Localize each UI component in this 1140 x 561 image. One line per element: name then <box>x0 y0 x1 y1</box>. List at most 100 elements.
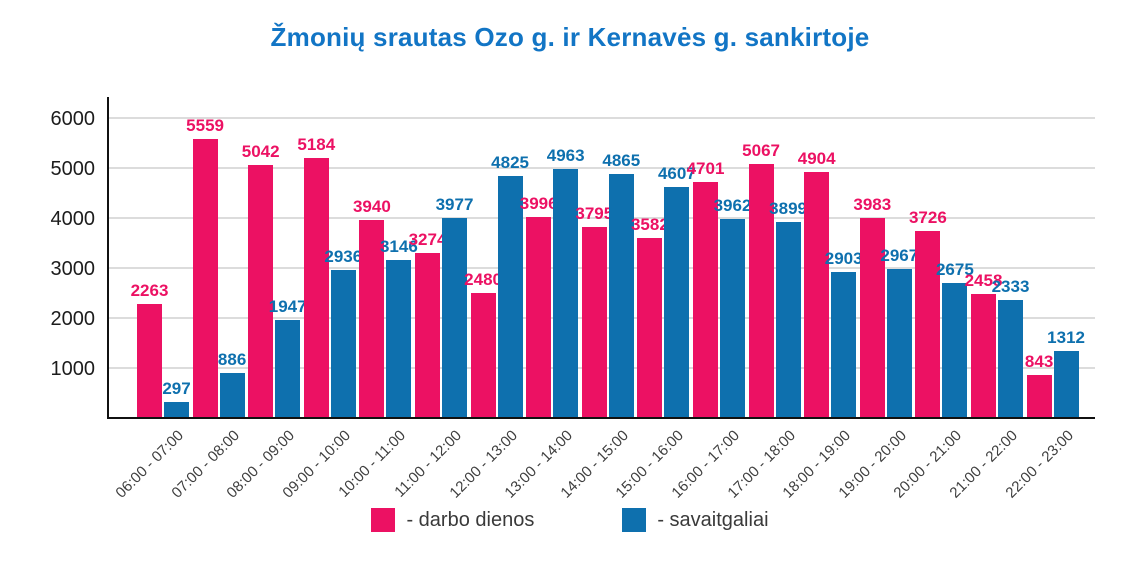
bar-group: 3274 3977 <box>409 195 473 417</box>
bar-value-label: 2458 <box>964 271 1003 290</box>
y-tick-label: 5000 <box>50 158 96 180</box>
bar-value-label: 5184 <box>297 135 336 154</box>
bar-value-label: 843 <box>1024 352 1054 371</box>
bar-darbo-dienos: 843 <box>1025 352 1053 417</box>
x-tick-label: 12:00 - 13:00 <box>446 427 521 502</box>
bar-value-label: 3146 <box>379 237 418 256</box>
bar-darbo-dienos: 2263 <box>131 281 168 417</box>
bar-darbo-dienos: 3996 <box>520 194 558 417</box>
bar-darbo-dienos: 3274 <box>409 230 446 417</box>
bar-savaitgaliai: 4865 <box>602 151 640 417</box>
gridline <box>109 117 1095 119</box>
bar-savaitgaliai: 4825 <box>491 153 529 417</box>
bar-value-label: 2480 <box>464 270 503 289</box>
bar-group: 2263 297 <box>131 281 191 417</box>
bar-darbo-dienos: 4904 <box>798 149 836 417</box>
bar-value-label: 3582 <box>630 215 669 234</box>
bar-value-label: 3977 <box>435 195 474 214</box>
legend-swatch-savaitgaliai <box>622 508 647 532</box>
bar-savaitgaliai: 2903 <box>825 249 863 417</box>
bar-value-label: 4825 <box>491 153 530 172</box>
bar-group: 3726 2675 <box>909 208 974 417</box>
bar-darbo-dienos: 2480 <box>464 270 502 417</box>
bar-savaitgaliai: 1312 <box>1047 328 1085 417</box>
bar-group: 5559 886 <box>186 116 247 417</box>
bar-darbo-dienos: 4701 <box>687 159 724 417</box>
y-tick-label: 6000 <box>50 108 96 130</box>
bar-darbo-dienos: 5184 <box>297 135 335 417</box>
bar-savaitgaliai: 297 <box>162 379 191 417</box>
bar-savaitgaliai: 4607 <box>658 164 696 417</box>
x-tick-label: 17:00 - 18:00 <box>724 427 799 502</box>
bar-darbo-dienos: 5042 <box>242 142 280 417</box>
bar-value-label: 4607 <box>657 164 696 183</box>
bar-value-label: 3274 <box>408 230 447 249</box>
x-tick-label: 22:00 - 23:00 <box>1002 427 1077 502</box>
bar-group: 2480 4825 <box>464 153 529 417</box>
bar-value-label: 2333 <box>991 277 1030 296</box>
bars-layer: 2263 297 5559 886 5042 1947 5184 2936 3940 3146 32… <box>109 97 1095 417</box>
plot-area: 2263 297 5559 886 5042 1947 5184 2936 3940 3146 32… <box>107 97 1095 419</box>
bar-group: 3983 2967 <box>853 195 918 417</box>
legend: - darbo dienos - savaitgaliai <box>0 508 1140 532</box>
y-tick-label: 4000 <box>50 208 96 230</box>
bar-darbo-dienos: 3726 <box>909 208 947 417</box>
x-tick-label: 16:00 - 17:00 <box>668 427 744 502</box>
bar-value-label: 1947 <box>268 297 307 316</box>
bar-group: 4701 3962 <box>687 159 751 417</box>
x-tick-label: 13:00 - 14:00 <box>501 427 577 502</box>
x-tick-label: 08:00 - 09:00 <box>223 427 299 502</box>
x-tick-label: 15:00 - 16:00 <box>612 427 688 502</box>
bar-value-label: 5559 <box>186 116 225 135</box>
x-tick-label: 20:00 - 21:00 <box>890 427 966 502</box>
legend-label-darbo-dienos: - darbo dienos <box>406 508 535 531</box>
x-tick-label: 07:00 - 08:00 <box>168 427 243 502</box>
bar-savaitgaliai: 2675 <box>936 260 974 417</box>
bar-value-label: 5042 <box>241 142 280 161</box>
bar-savaitgaliai: 3899 <box>769 199 807 417</box>
bar-value-label: 3996 <box>519 194 558 213</box>
bar-savaitgaliai: 2936 <box>324 247 362 417</box>
x-tick-label: 18:00 - 19:00 <box>779 427 855 502</box>
bar-value-label: 3940 <box>352 197 391 216</box>
y-tick-label: 2000 <box>50 308 96 330</box>
bar-darbo-dienos: 5559 <box>186 116 224 417</box>
bar-group: 5067 3899 <box>742 141 807 417</box>
bar-value-label: 3962 <box>713 196 752 215</box>
x-tick-label: 14:00 - 15:00 <box>557 427 632 502</box>
chart-title: Žmonių srautas Ozo g. ir Kernavės g. san… <box>270 22 870 52</box>
bar-value-label: 5067 <box>742 141 781 160</box>
x-tick-label: 06:00 - 07:00 <box>112 427 188 502</box>
legend-label-savaitgaliai: - savaitgaliai <box>657 508 769 531</box>
bar-value-label: 886 <box>217 350 247 369</box>
bar-group: 2458 2333 <box>965 271 1029 417</box>
bar-value-label: 2675 <box>935 260 974 279</box>
bar-group: 843 1312 <box>1025 328 1085 417</box>
bar-value-label: 2936 <box>324 247 363 266</box>
bar-value-label: 3899 <box>769 199 808 218</box>
bar-savaitgaliai: 3977 <box>436 195 473 417</box>
bar-group: 3940 3146 <box>353 197 418 417</box>
bar-value-label: 2903 <box>824 249 863 268</box>
bar-darbo-dienos: 3795 <box>575 204 613 417</box>
gridline <box>109 217 1095 219</box>
bar-value-label: 4904 <box>797 149 836 168</box>
bar-group: 3582 4607 <box>631 164 696 417</box>
bar-group: 5184 2936 <box>297 135 362 417</box>
bar-savaitgaliai: 4963 <box>547 146 585 417</box>
bar-value-label: 3726 <box>908 208 947 227</box>
bar-group: 3996 4963 <box>520 146 585 417</box>
x-tick-label: 21:00 - 22:00 <box>946 427 1022 502</box>
legend-item-darbo-dienos: - darbo dienos <box>371 508 534 532</box>
bar-darbo-dienos: 2458 <box>965 271 1002 417</box>
bar-value-label: 3795 <box>575 204 614 223</box>
bar-savaitgaliai: 2333 <box>992 277 1029 417</box>
bar-value-label: 4701 <box>686 159 725 178</box>
bar-value-label: 297 <box>162 379 191 398</box>
bar-darbo-dienos: 3582 <box>631 215 669 417</box>
legend-item-savaitgaliai: - savaitgaliai <box>622 508 769 532</box>
bar-value-label: 2263 <box>130 281 169 300</box>
bar-group: 4904 2903 <box>798 149 863 417</box>
bar-value-label: 3983 <box>853 195 892 214</box>
